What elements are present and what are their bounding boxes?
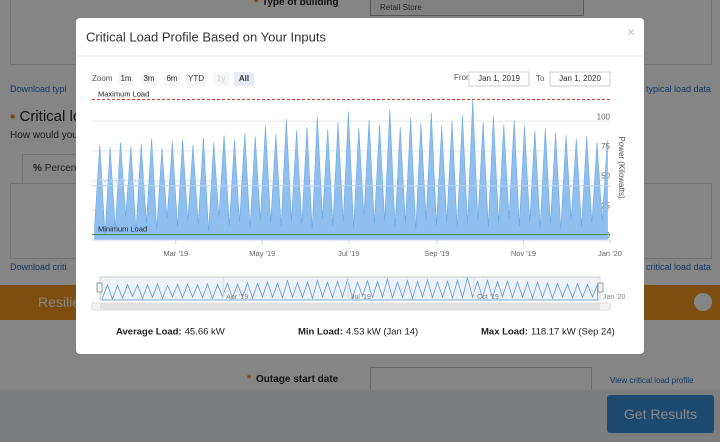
zoom-button[interactable] bbox=[234, 72, 254, 86]
percent-tab-text: Percen bbox=[44, 163, 77, 174]
zoom-button bbox=[213, 72, 229, 86]
required-mark: * bbox=[247, 373, 252, 385]
navigator-handle[interactable] bbox=[96, 282, 103, 293]
from-value: Jan 1, 2019 bbox=[478, 74, 520, 83]
outage-label: Outage start date bbox=[256, 374, 339, 385]
get-results-button[interactable]: Get Results bbox=[607, 395, 714, 433]
x-tick-label: Sep '19 bbox=[424, 249, 449, 258]
to-value: Jan 1, 2020 bbox=[559, 74, 601, 83]
x-tick-label: Jul '19 bbox=[338, 249, 359, 258]
to-input[interactable] bbox=[549, 71, 611, 87]
x-tick-label: Nov '19 bbox=[511, 249, 536, 258]
modal-content: Critical Load Profile Based on Your Inpu… bbox=[76, 24, 644, 338]
scrollbar-thumb[interactable] bbox=[100, 303, 600, 310]
navigator-tick-label: Jan '20 bbox=[603, 294, 625, 301]
building-value: Retail Store bbox=[380, 3, 422, 12]
zoom-button-label: 1y bbox=[217, 74, 225, 83]
modal: Critical Load Profile Based on Your Inpu… bbox=[76, 18, 644, 354]
reference-line-label: Average Load bbox=[98, 176, 145, 185]
zoom-button-label: 1m bbox=[120, 74, 131, 83]
close-button[interactable]: × bbox=[627, 24, 635, 39]
zoom-button[interactable] bbox=[164, 72, 180, 86]
stat-label: Max Load: bbox=[481, 327, 528, 338]
navigator-handle[interactable] bbox=[597, 282, 604, 293]
zoom-button-label: 3m bbox=[143, 74, 154, 83]
resilience-header: Resilie bbox=[38, 294, 81, 310]
y-tick-label: 0 bbox=[606, 231, 611, 240]
from-input[interactable] bbox=[468, 71, 530, 87]
stat-value: 4.53 kW (Jan 14) bbox=[346, 327, 418, 338]
zoom-button[interactable] bbox=[186, 72, 206, 86]
from-label: From bbox=[454, 73, 473, 82]
zoom-label: Zoom bbox=[92, 74, 113, 83]
y-tick-label: 75 bbox=[601, 142, 610, 151]
load-area bbox=[94, 99, 608, 241]
percent-icon: % bbox=[33, 163, 42, 174]
x-tick-label: May '19 bbox=[249, 249, 275, 258]
to-label: To bbox=[536, 74, 545, 83]
reference-line-label: Maximum Load bbox=[98, 90, 149, 99]
zoom-button-label: 6m bbox=[166, 74, 177, 83]
zoom-button[interactable] bbox=[141, 72, 157, 86]
footer bbox=[0, 390, 720, 442]
stat-label: Min Load: bbox=[298, 327, 343, 338]
zoom-button-label: YTD bbox=[188, 74, 204, 83]
x-tick-label: Jan '20 bbox=[598, 249, 622, 258]
stat-value: 45.66 kW bbox=[185, 327, 225, 338]
stat-label: Average Load: bbox=[116, 327, 182, 338]
modal-title: Critical Load Profile Based on Your Inpu… bbox=[86, 29, 326, 44]
reference-line-label: Minimum Load bbox=[98, 225, 147, 234]
view-profile-link[interactable]: View critical load profile bbox=[610, 376, 694, 385]
x-tick-label: Mar '19 bbox=[163, 249, 188, 258]
outage-input[interactable] bbox=[370, 367, 592, 391]
critical-heading-text: Critical lo bbox=[19, 108, 82, 125]
building-select[interactable]: Retail Store bbox=[370, 0, 584, 16]
download-critical-link[interactable]: Download criti bbox=[10, 262, 67, 272]
building-label: Type of building bbox=[262, 0, 339, 8]
required-mark: * bbox=[254, 0, 259, 9]
navigator-tick-label: Apr '19 bbox=[226, 294, 248, 301]
navigator-line bbox=[102, 277, 598, 301]
critical-question: How would you bbox=[10, 130, 78, 141]
y-axis-title: Power (Kilowatts) bbox=[617, 136, 626, 199]
collapse-icon[interactable] bbox=[694, 293, 712, 311]
y-tick-label: 100 bbox=[597, 112, 611, 121]
stat-value: 118.17 kW (Sep 24) bbox=[531, 327, 615, 338]
download-typical-link[interactable]: Download typi bbox=[10, 84, 67, 94]
download-critical-link-right[interactable]: critical load data bbox=[646, 262, 712, 272]
navigator-tick-label: Oct '19 bbox=[477, 294, 499, 301]
navigator-tick-label: Jul '19 bbox=[351, 294, 371, 301]
zoom-button-label: All bbox=[239, 74, 249, 83]
zoom-button[interactable] bbox=[118, 72, 134, 86]
download-typical-link-right[interactable]: typical load data bbox=[646, 84, 712, 94]
critical-heading: ▪ Critical lo bbox=[10, 108, 82, 125]
